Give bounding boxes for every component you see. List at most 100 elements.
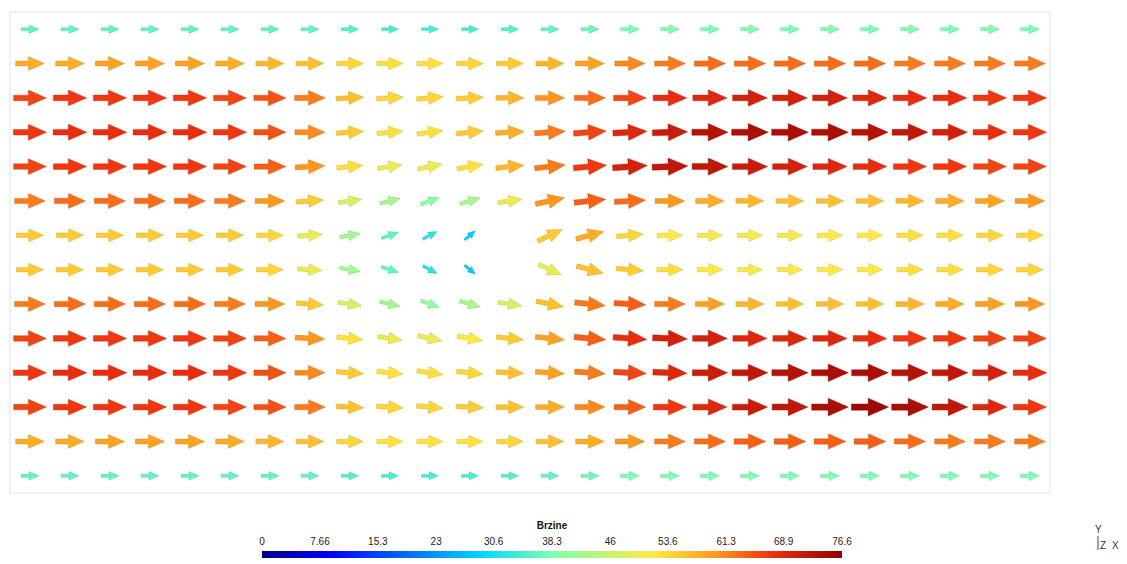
vector-arrow (221, 472, 239, 481)
vector-arrow (615, 434, 645, 448)
vector-arrow (692, 158, 728, 175)
vector-arrow (612, 157, 648, 176)
vector-arrow (981, 471, 1000, 480)
vector-arrow (657, 263, 683, 276)
vector-arrow (813, 158, 847, 174)
vector-arrow (173, 124, 207, 140)
vector-arrow (93, 124, 127, 140)
vector-arrow (655, 56, 686, 71)
vector-arrow (419, 296, 441, 312)
vector-arrow (534, 158, 566, 176)
vector-arrow (937, 229, 963, 242)
vector-arrow (422, 472, 439, 480)
vector-arrow (15, 297, 46, 312)
vector-arrow (94, 193, 125, 208)
vector-arrow (733, 90, 768, 107)
vector-arrow (773, 330, 807, 346)
vector-arrow (213, 365, 246, 381)
vector-arrow (857, 229, 883, 241)
vector-arrow (174, 297, 205, 312)
vector-arrow (416, 90, 444, 105)
vector-arrow (456, 330, 484, 347)
vector-arrow (215, 194, 246, 209)
vector-arrow (932, 364, 968, 381)
vector-arrow (732, 364, 768, 381)
triad-label: Z (1100, 540, 1106, 551)
vector-arrow (339, 263, 361, 276)
vector-arrow (774, 56, 805, 71)
vector-arrow (255, 297, 285, 311)
colorbar-tick-label: 46 (605, 536, 617, 547)
vector-arrow (56, 229, 83, 242)
vector-arrow (772, 123, 809, 141)
vector-arrow (975, 194, 1004, 208)
vector-arrow (536, 435, 564, 448)
colorbar (262, 551, 842, 558)
vector-arrow (501, 25, 518, 33)
vector-arrow (462, 25, 479, 33)
vector-arrow (173, 399, 206, 415)
vector-arrow (456, 400, 484, 415)
vector-arrow (901, 25, 920, 34)
vector-arrow (861, 25, 880, 34)
vector-arrow (337, 57, 364, 70)
vector-arrow (456, 365, 484, 381)
vector-arrow (893, 330, 926, 346)
vector-arrow (652, 329, 687, 347)
vector-arrow (574, 295, 606, 313)
vector-arrow (56, 57, 85, 71)
vector-arrow (693, 90, 727, 106)
vector-arrow (936, 194, 965, 208)
vector-arrow (732, 399, 767, 416)
vector-arrow (14, 90, 47, 106)
vector-arrow (336, 365, 364, 380)
vector-arrow (1013, 90, 1046, 106)
vector-arrow (821, 25, 840, 34)
vector-arrow (613, 364, 647, 381)
vector-arrow (417, 435, 443, 448)
vector-arrow (974, 331, 1007, 347)
vector-arrow (1015, 56, 1046, 71)
vector-arrow (496, 91, 524, 105)
vector-arrow (93, 90, 126, 106)
vector-arrow (93, 159, 126, 175)
vector-arrow (892, 124, 928, 141)
vector-arrow (892, 398, 929, 416)
vector-arrow (16, 57, 45, 71)
vector-arrow (692, 124, 728, 141)
vector-field (13, 25, 1046, 481)
vector-arrow (936, 297, 965, 311)
vector-arrow (977, 229, 1004, 242)
vector-arrow (897, 263, 923, 276)
vector-arrow (853, 90, 887, 106)
vector-arrow (336, 331, 363, 346)
vector-arrow (696, 194, 725, 208)
vector-arrow (541, 472, 559, 481)
vector-arrow (377, 435, 403, 448)
vector-arrow (215, 297, 246, 312)
vector-arrow (337, 435, 364, 448)
vector-arrow (772, 364, 808, 381)
vector-arrow (296, 297, 324, 312)
vector-arrow (773, 158, 808, 175)
vector-arrow (216, 263, 243, 276)
vector-arrow (1021, 25, 1040, 34)
vector-arrow (935, 434, 966, 449)
vector-arrow (421, 228, 439, 242)
vector-arrow (741, 25, 760, 34)
vector-arrow (536, 259, 564, 280)
vector-arrow (734, 434, 766, 449)
vector-arrow (653, 399, 686, 415)
vector-arrow (614, 193, 646, 210)
vector-arrow (941, 471, 960, 480)
vector-arrow (53, 124, 87, 140)
vector-arrow (497, 297, 522, 312)
vector-arrow (96, 229, 123, 242)
vector-arrow (296, 57, 324, 70)
vector-arrow (336, 125, 364, 140)
vector-arrow (416, 365, 444, 381)
vector-arrow (295, 400, 326, 415)
vector-arrow (813, 90, 848, 107)
vector-arrow (56, 263, 83, 276)
vector-arrow (254, 159, 286, 174)
